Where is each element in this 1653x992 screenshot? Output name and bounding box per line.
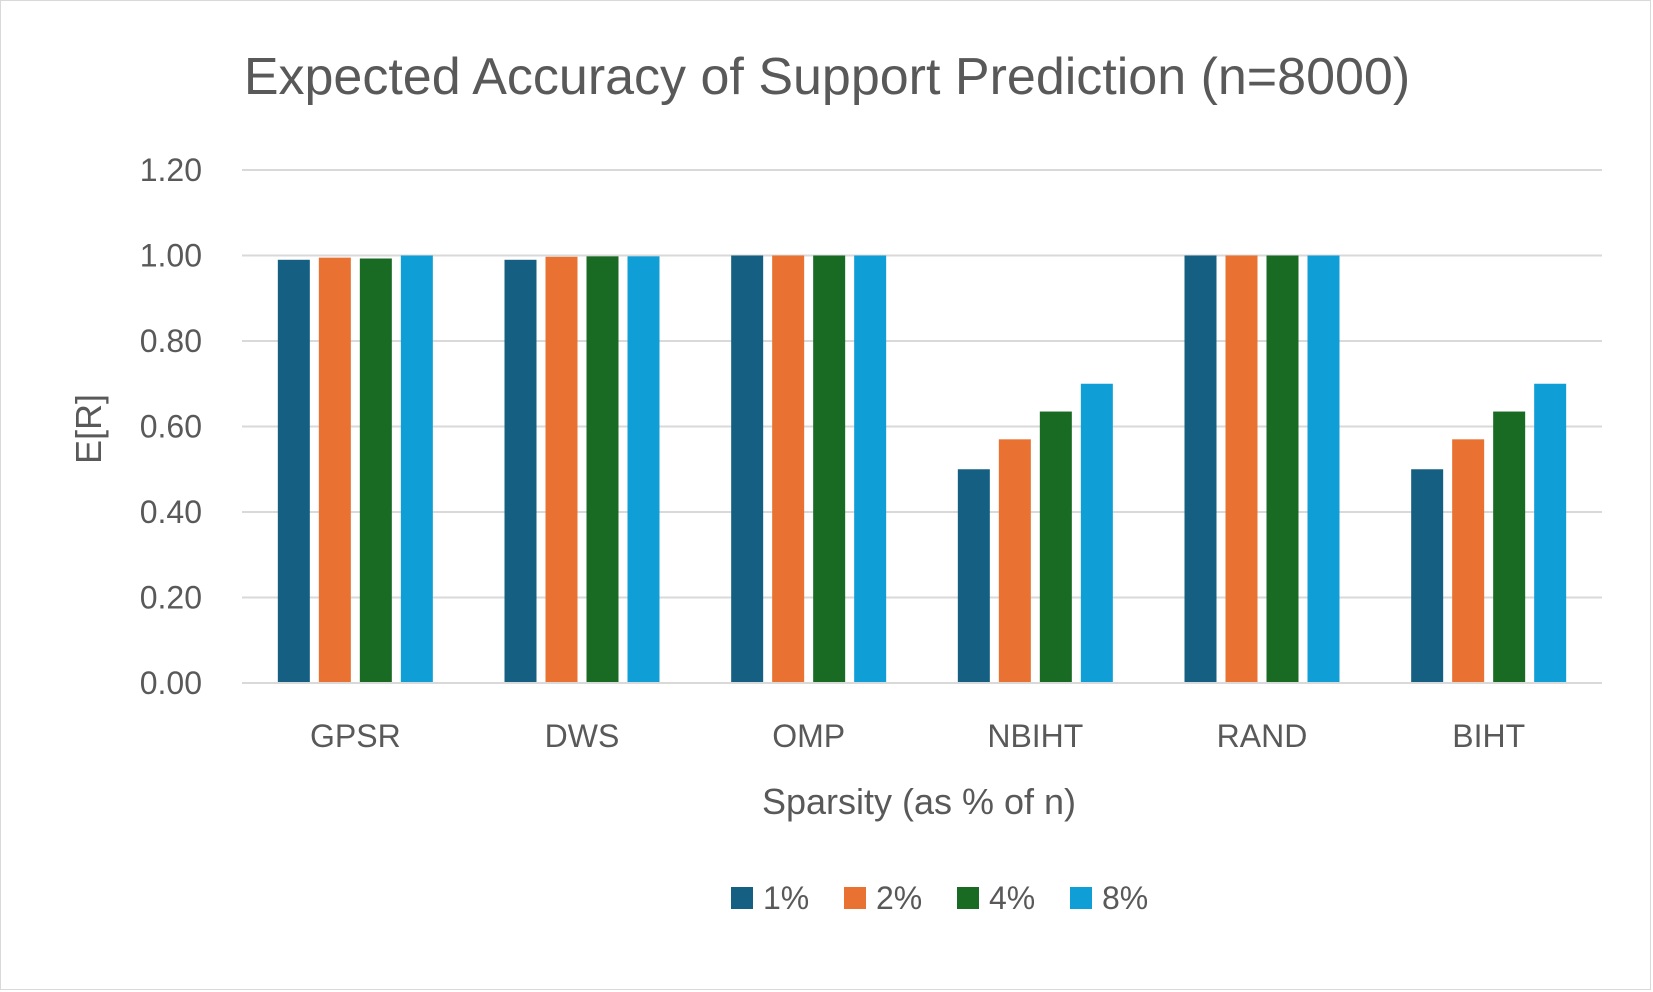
bar-omp-8pct bbox=[854, 255, 887, 683]
bar-rand-8pct bbox=[1307, 255, 1340, 683]
y-tick-label: 0.00 bbox=[140, 665, 202, 701]
x-tick-label: GPSR bbox=[310, 718, 401, 754]
bar-nbiht-4pct bbox=[1039, 411, 1072, 683]
gridlines bbox=[242, 169, 1602, 684]
bar-biht-2pct bbox=[1452, 439, 1485, 683]
y-tick-label: 1.00 bbox=[140, 238, 202, 274]
bar-nbiht-1pct bbox=[957, 469, 990, 683]
bar-gpsr-1pct bbox=[277, 259, 310, 683]
legend-swatch-4pct bbox=[957, 887, 979, 909]
y-tick-label: 0.80 bbox=[140, 323, 202, 359]
legend-swatch-2pct bbox=[844, 887, 866, 909]
legend-swatch-1pct bbox=[731, 887, 753, 909]
legend-swatch-8pct bbox=[1070, 887, 1092, 909]
bar-dws-2pct bbox=[545, 256, 578, 683]
bar-omp-2pct bbox=[772, 255, 805, 683]
y-tick-label: 0.60 bbox=[140, 409, 202, 445]
bar-gpsr-4pct bbox=[359, 258, 392, 683]
legend-label: 8% bbox=[1102, 880, 1148, 916]
y-tick-label: 1.20 bbox=[140, 152, 202, 188]
legend: 1% 2% 4% 8% bbox=[731, 880, 1148, 916]
bar-biht-4pct bbox=[1493, 411, 1526, 683]
x-axis-title: Sparsity (as % of n) bbox=[762, 781, 1076, 822]
bar-rand-1pct bbox=[1184, 255, 1217, 683]
x-tick-label: DWS bbox=[545, 718, 620, 754]
bar-nbiht-8pct bbox=[1080, 383, 1113, 683]
bars bbox=[277, 255, 1567, 683]
legend-label: 4% bbox=[989, 880, 1035, 916]
legend-label: 2% bbox=[876, 880, 922, 916]
bar-rand-4pct bbox=[1266, 255, 1299, 683]
bar-gpsr-2pct bbox=[318, 257, 351, 683]
bar-gpsr-8pct bbox=[400, 255, 433, 683]
bar-nbiht-2pct bbox=[998, 439, 1031, 683]
x-tick-labels: GPSR DWS OMP NBIHT RAND BIHT bbox=[310, 718, 1525, 754]
y-tick-labels: 0.00 0.20 0.40 0.60 0.80 1.00 1.20 bbox=[140, 152, 202, 701]
bar-omp-4pct bbox=[813, 255, 846, 683]
bar-biht-8pct bbox=[1534, 383, 1567, 683]
bar-biht-1pct bbox=[1411, 469, 1444, 683]
bar-omp-1pct bbox=[731, 255, 764, 683]
legend-label: 1% bbox=[763, 880, 809, 916]
bar-dws-1pct bbox=[504, 259, 537, 683]
chart-title: Expected Accuracy of Support Prediction … bbox=[244, 48, 1410, 106]
y-tick-label: 0.20 bbox=[140, 580, 202, 616]
x-tick-label: OMP bbox=[772, 718, 845, 754]
y-axis-title: E[R] bbox=[68, 394, 109, 464]
bar-dws-4pct bbox=[586, 256, 619, 683]
x-tick-label: RAND bbox=[1217, 718, 1308, 754]
bar-rand-2pct bbox=[1225, 255, 1258, 683]
y-tick-label: 0.40 bbox=[140, 494, 202, 530]
bar-dws-8pct bbox=[627, 256, 660, 683]
x-tick-label: BIHT bbox=[1452, 718, 1525, 754]
x-tick-label: NBIHT bbox=[987, 718, 1083, 754]
